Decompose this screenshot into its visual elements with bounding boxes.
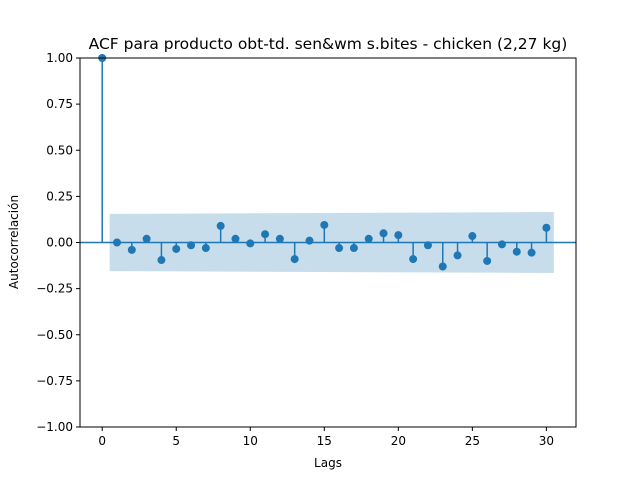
acf-point-lag-28 (512, 247, 521, 256)
x-tick-label: 30 (539, 434, 554, 448)
acf-point-lag-13 (290, 255, 299, 264)
y-axis: 1.00 0.75 0.50 0.25 0.00 −0.25 −0.50 −0.75 −1.00 (36, 51, 80, 434)
x-axis: 0 5 10 15 20 25 30 (98, 427, 554, 448)
acf-point-lag-18 (364, 234, 373, 243)
acf-point-lag-10 (246, 239, 255, 248)
x-tick-label: 20 (391, 434, 406, 448)
x-tick-label: 25 (465, 434, 480, 448)
acf-point-lag-1 (113, 238, 122, 247)
y-axis-label: Autocorrelación (7, 195, 21, 289)
acf-point-lag-19 (379, 229, 388, 238)
x-tick-label: 15 (317, 434, 332, 448)
y-tick-label: −0.50 (36, 328, 73, 342)
acf-point-lag-2 (127, 245, 136, 254)
y-tick-label: 0.00 (46, 236, 73, 250)
acf-point-lag-15 (320, 220, 329, 229)
acf-point-lag-14 (305, 236, 314, 245)
acf-point-lag-3 (142, 234, 151, 243)
x-tick-label: 10 (243, 434, 258, 448)
acf-point-lag-11 (261, 230, 270, 239)
acf-point-lag-29 (527, 248, 536, 257)
acf-point-lag-7 (201, 244, 210, 253)
acf-point-lag-24 (453, 251, 462, 260)
acf-point-lag-22 (423, 241, 432, 250)
acf-point-lag-6 (187, 241, 196, 250)
plot-area (79, 54, 577, 428)
acf-point-lag-8 (216, 221, 225, 230)
y-tick-label: −1.00 (36, 420, 73, 434)
x-tick-label: 0 (98, 434, 106, 448)
chart-title: ACF para producto obt-td. sen&wm s.bites… (89, 35, 568, 53)
y-tick-label: 0.75 (46, 97, 73, 111)
acf-point-lag-26 (483, 256, 492, 265)
acf-point-lag-9 (231, 234, 240, 243)
acf-point-lag-25 (468, 232, 477, 241)
x-tick-label: 5 (172, 434, 180, 448)
acf-point-lag-4 (157, 256, 166, 265)
acf-point-lag-30 (542, 223, 551, 232)
acf-point-lag-20 (394, 231, 403, 240)
acf-point-lag-23 (438, 262, 447, 271)
y-tick-label: −0.25 (36, 282, 73, 296)
x-axis-label: Lags (314, 456, 342, 470)
acf-point-lag-27 (497, 240, 506, 249)
acf-point-lag-16 (335, 244, 344, 253)
y-tick-label: −0.75 (36, 374, 73, 388)
acf-point-lag-12 (275, 234, 284, 243)
acf-point-lag-5 (172, 244, 181, 253)
acf-point-lag-17 (349, 244, 358, 253)
acf-point-lag-21 (409, 255, 418, 264)
y-tick-label: 0.50 (46, 143, 73, 157)
y-tick-label: 0.25 (46, 189, 73, 203)
y-tick-label: 1.00 (46, 51, 73, 65)
